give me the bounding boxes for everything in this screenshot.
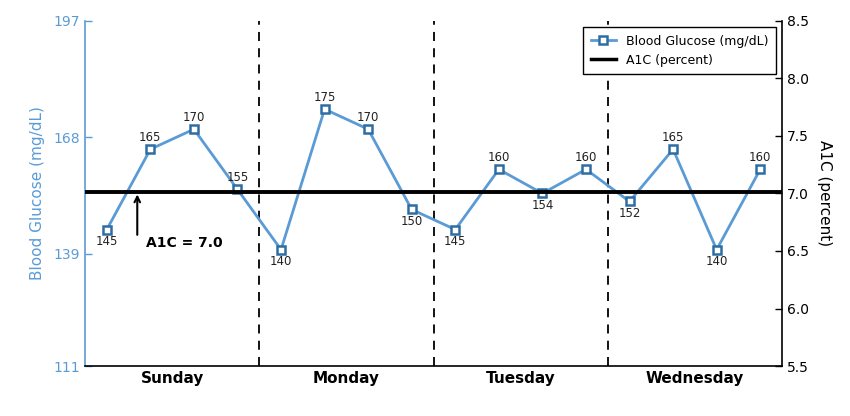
Y-axis label: Blood Glucose (mg/dL): Blood Glucose (mg/dL)	[31, 106, 45, 280]
Legend: Blood Glucose (mg/dL), A1C (percent): Blood Glucose (mg/dL), A1C (percent)	[583, 27, 776, 74]
Text: 170: 170	[183, 111, 205, 124]
Text: 175: 175	[314, 91, 336, 104]
Text: 145: 145	[444, 235, 467, 248]
Text: 170: 170	[357, 111, 379, 124]
Text: 160: 160	[749, 151, 772, 164]
Y-axis label: A1C (percent): A1C (percent)	[817, 140, 832, 247]
Text: 165: 165	[139, 131, 162, 144]
Text: 150: 150	[400, 215, 422, 228]
Text: A1C = 7.0: A1C = 7.0	[146, 235, 223, 250]
Text: 152: 152	[618, 207, 641, 220]
Text: 165: 165	[662, 131, 684, 144]
Text: 154: 154	[531, 199, 553, 212]
Text: 140: 140	[706, 255, 728, 268]
Text: 155: 155	[226, 171, 248, 184]
Text: 145: 145	[95, 235, 118, 248]
Text: 160: 160	[488, 151, 510, 164]
Text: 140: 140	[269, 255, 292, 268]
Text: 160: 160	[575, 151, 598, 164]
